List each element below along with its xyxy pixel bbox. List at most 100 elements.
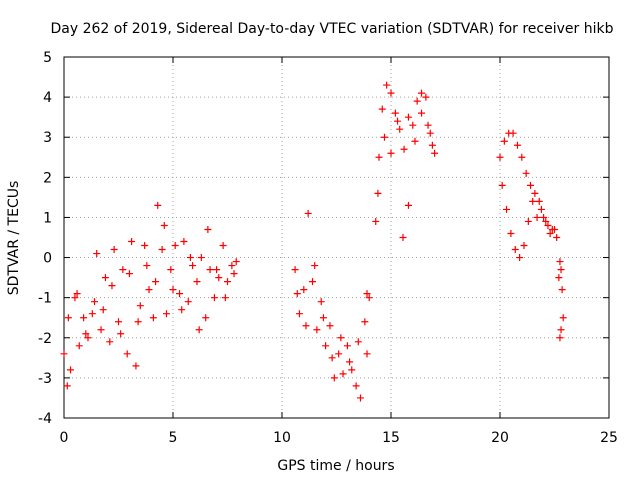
data-point: [531, 189, 539, 197]
data-point: [524, 217, 532, 225]
data-point: [99, 306, 107, 314]
data-point: [375, 153, 383, 161]
data-point: [93, 250, 101, 258]
data-point: [143, 262, 151, 270]
data-point: [529, 197, 537, 205]
data-point: [354, 338, 362, 346]
data-point: [411, 137, 419, 145]
data-point: [82, 330, 90, 338]
plot-frame: [63, 56, 610, 419]
data-point: [426, 129, 434, 137]
data-point: [136, 302, 144, 310]
data-point: [557, 326, 565, 334]
y-tick-label-0: 0: [43, 251, 52, 267]
chart-title: Day 262 of 2019, Sidereal Day-to-day VTE…: [51, 21, 614, 37]
y-axis-label: SDTVAR / TECUs: [6, 181, 22, 296]
x-tick-label-10: 10: [273, 430, 291, 446]
data-point: [219, 242, 227, 250]
segment-1-branch: [64, 221, 238, 338]
segment-1: [60, 201, 240, 390]
data-point: [394, 117, 402, 125]
data-point: [91, 298, 99, 306]
segment-2-branch: [293, 262, 371, 366]
data-point: [160, 221, 168, 229]
data-point: [361, 318, 369, 326]
data-point: [169, 286, 177, 294]
data-point: [311, 262, 319, 270]
data-point: [555, 274, 563, 282]
data-point: [189, 262, 197, 270]
data-point: [210, 294, 218, 302]
data-point: [383, 81, 391, 89]
data-point: [513, 141, 521, 149]
data-point: [339, 370, 347, 378]
data-point: [75, 342, 83, 350]
x-tick-label-0: 0: [60, 430, 69, 446]
data-point: [128, 238, 136, 246]
data-point: [317, 298, 325, 306]
segment-3-branch: [374, 109, 436, 241]
y-tick-label-1: 1: [43, 210, 52, 226]
data-point: [511, 246, 519, 254]
segment-5: [555, 258, 567, 342]
data-point: [152, 278, 160, 286]
data-point: [380, 133, 388, 141]
data-point: [413, 97, 421, 105]
data-point: [387, 89, 395, 97]
data-point: [197, 254, 205, 262]
data-point: [134, 318, 142, 326]
y-tick-label--3: -3: [38, 371, 52, 387]
data-point: [302, 322, 310, 330]
segment-4: [496, 129, 561, 241]
data-point: [500, 137, 508, 145]
data-point: [73, 290, 81, 298]
data-point: [518, 153, 526, 161]
y-tick-label-2: 2: [43, 170, 52, 186]
data-point: [356, 394, 364, 402]
data-point: [326, 322, 334, 330]
data-point: [418, 89, 426, 97]
data-point: [67, 366, 75, 374]
data-point: [167, 266, 175, 274]
x-axis-label: GPS time / hours: [277, 458, 394, 474]
y-tick-label--1: -1: [38, 291, 52, 307]
y-tick-label-5: 5: [43, 50, 52, 66]
data-point: [516, 254, 524, 262]
axis-ticks: 0 5 10 15 20 25 -4 -3 -2 -1 0 1 2 3 4 5: [38, 50, 618, 446]
data-point: [540, 213, 548, 221]
data-point: [108, 282, 116, 290]
data-point: [221, 294, 229, 302]
data-point: [228, 262, 236, 270]
data-point: [404, 113, 412, 121]
data-point: [496, 153, 504, 161]
data-point: [319, 314, 327, 322]
data-point: [202, 314, 210, 322]
data-point: [558, 286, 566, 294]
x-tick-label-25: 25: [600, 430, 618, 446]
data-point: [372, 217, 380, 225]
data-point: [178, 306, 186, 314]
data-point: [64, 314, 72, 322]
data-point: [544, 221, 552, 229]
data-point: [176, 290, 184, 298]
data-point: [60, 350, 68, 358]
data-point: [352, 382, 360, 390]
data-point: [141, 242, 149, 250]
data-point: [204, 225, 212, 233]
data-point: [300, 286, 308, 294]
data-point: [154, 201, 162, 209]
data-point: [509, 129, 517, 137]
data-point: [291, 266, 299, 274]
segment-3: [372, 81, 439, 225]
data-point: [193, 278, 201, 286]
data-point: [363, 350, 371, 358]
data-point: [230, 270, 238, 278]
data-point: [418, 109, 426, 117]
data-point: [400, 145, 408, 153]
data-point: [365, 294, 373, 302]
data-point: [125, 270, 133, 278]
data-point: [507, 229, 515, 237]
data-point: [84, 334, 92, 342]
data-point: [132, 362, 140, 370]
